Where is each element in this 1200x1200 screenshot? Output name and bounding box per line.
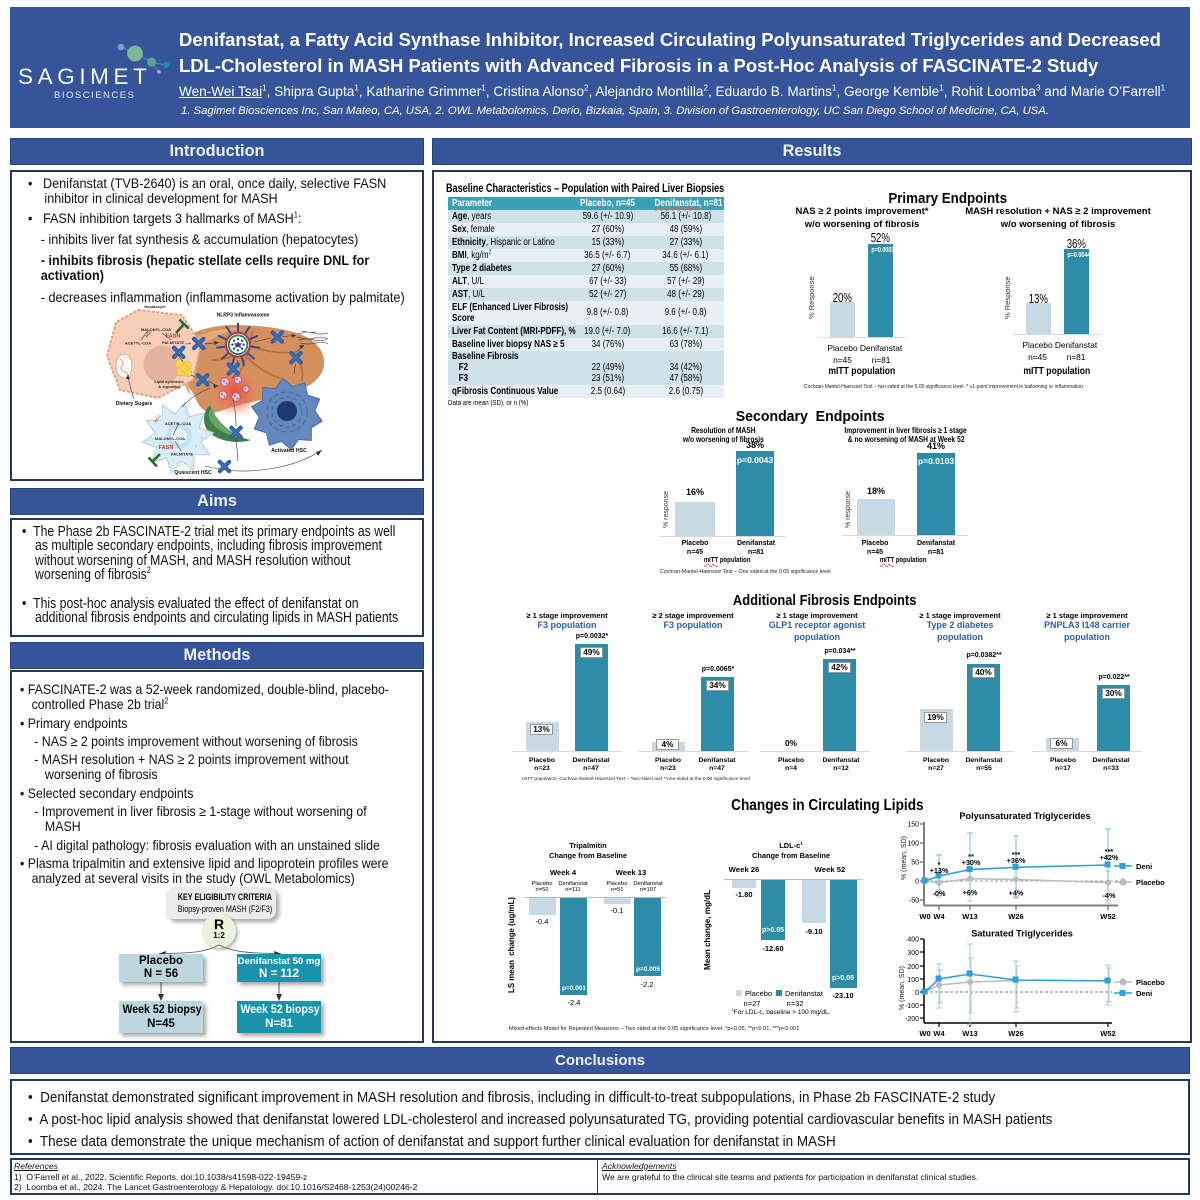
svg-text:W4: W4 xyxy=(933,912,945,921)
svg-text:W26: W26 xyxy=(1008,912,1023,921)
svg-text:MALONYL-COA: MALONYL-COA xyxy=(141,327,171,332)
svg-text:% (mean, SD): % (mean, SD) xyxy=(899,966,906,1010)
svg-text:150: 150 xyxy=(907,822,919,829)
svg-text:Hepatocyte: Hepatocyte xyxy=(144,304,166,309)
svg-text:50: 50 xyxy=(911,860,919,867)
svg-text:MALONYL-COA: MALONYL-COA xyxy=(155,436,185,441)
svg-text:-50: -50 xyxy=(909,898,919,905)
svg-text:ACC: ACC xyxy=(144,329,153,339)
svg-text:+36%: +36% xyxy=(1007,856,1026,865)
svg-text:300: 300 xyxy=(907,950,919,957)
svg-text:+30%: +30% xyxy=(962,858,981,867)
svg-text:+13%: +13% xyxy=(930,866,949,875)
svg-text:FASN: FASN xyxy=(166,334,181,340)
svg-text:W52: W52 xyxy=(1100,1029,1115,1038)
svg-text:ACC: ACC xyxy=(153,414,162,424)
svg-text:***: *** xyxy=(1012,850,1021,859)
svg-text:W13: W13 xyxy=(962,1029,977,1038)
svg-text:PALMITATE: PALMITATE xyxy=(162,340,184,345)
svg-text:ACETYL-COA: ACETYL-COA xyxy=(165,421,191,426)
svg-text:Inflammation: Inflammation xyxy=(215,400,245,406)
svg-text:+4%: +4% xyxy=(1009,889,1024,898)
svg-text:Deni: Deni xyxy=(1136,862,1152,871)
svg-text:Placebo: Placebo xyxy=(1136,878,1165,887)
svg-text:0: 0 xyxy=(915,990,919,997)
svg-text:Dietary Sugars: Dietary Sugars xyxy=(116,401,153,407)
svg-text:SAGIMET: SAGIMET xyxy=(18,64,151,89)
svg-text:W52: W52 xyxy=(1100,912,1115,921)
svg-text:Quiescent HSC: Quiescent HSC xyxy=(174,470,212,476)
svg-text:-0%: -0% xyxy=(933,889,946,898)
svg-text:100: 100 xyxy=(907,977,919,984)
svg-text:-200: -200 xyxy=(905,1016,919,1023)
svg-text:Polyunsaturated Triglycerides: Polyunsaturated Triglycerides xyxy=(959,811,1090,821)
svg-text:***: *** xyxy=(1105,847,1114,856)
svg-text:Fibrosis: Fibrosis xyxy=(305,332,323,338)
svg-text:**: ** xyxy=(968,852,974,861)
svg-text:Lipid synthesis: Lipid synthesis xyxy=(154,379,184,384)
svg-text:Activated HSC: Activated HSC xyxy=(271,448,307,454)
svg-text:BIOSCIENCES: BIOSCIENCES xyxy=(54,90,135,101)
svg-text:200: 200 xyxy=(907,964,919,971)
svg-text:*: * xyxy=(938,860,941,869)
svg-text:+42%: +42% xyxy=(1100,853,1119,862)
svg-text:W0: W0 xyxy=(919,1029,930,1038)
svg-text:W13: W13 xyxy=(962,912,977,921)
svg-text:NLRP3 Inflammasome: NLRP3 Inflammasome xyxy=(217,313,270,319)
svg-text:% (mean, SD): % (mean, SD) xyxy=(901,836,908,880)
svg-text:W0: W0 xyxy=(919,912,930,921)
svg-text:-100: -100 xyxy=(905,1003,919,1010)
svg-text:W4: W4 xyxy=(933,1029,945,1038)
svg-text:FASN: FASN xyxy=(159,445,174,451)
svg-text:Placebo: Placebo xyxy=(1136,978,1165,987)
svg-text:& signaling: & signaling xyxy=(158,384,180,389)
svg-text:100: 100 xyxy=(907,841,919,848)
svg-text:Deni: Deni xyxy=(1136,989,1152,998)
svg-text:PALMITATE: PALMITATE xyxy=(171,452,193,457)
svg-text:400: 400 xyxy=(907,937,919,944)
svg-text:-4%: -4% xyxy=(1103,891,1116,900)
svg-text:W26: W26 xyxy=(1008,1029,1023,1038)
svg-text:Saturated Triglycerides: Saturated Triglycerides xyxy=(971,929,1073,939)
svg-text:+6%: +6% xyxy=(963,888,978,897)
svg-text:ACETYL-COA: ACETYL-COA xyxy=(125,341,151,346)
svg-text:0: 0 xyxy=(915,879,919,886)
